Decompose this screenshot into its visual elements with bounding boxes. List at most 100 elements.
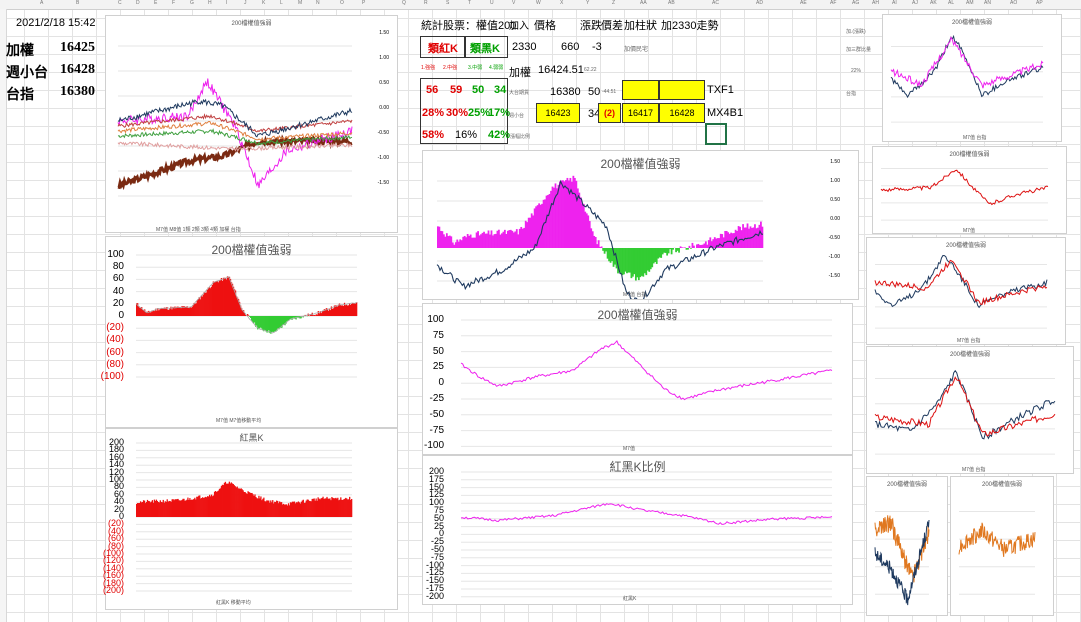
- area-bar: [251, 316, 253, 321]
- area-bar: [207, 287, 209, 316]
- chart-right-4[interactable]: 200檔權值強弱 M7值 台指: [866, 346, 1074, 474]
- area-bar: [295, 502, 298, 517]
- area-bar: [159, 309, 161, 316]
- area-bar: [606, 248, 609, 259]
- chart-legend: M7值: [963, 228, 975, 234]
- area-bar: [219, 488, 222, 517]
- area-bar: [642, 248, 645, 277]
- chart-strength-area[interactable]: 200檔權值強弱 M7值 M7值移動平均 100 80 60 40 20 0 (20) (40…: [101, 236, 398, 428]
- chart-red-black-k[interactable]: 紅黑K 紅黑K 移動平均 200 180 160 140 120 100 80 60 40 20 0…: [103, 428, 398, 610]
- weekly-value[interactable]: 16423: [536, 103, 580, 123]
- y-tick-label: 0: [118, 511, 124, 521]
- area-bar: [444, 236, 447, 248]
- column-letter: P: [362, 0, 366, 6]
- area-bar: [579, 197, 582, 248]
- chart-title: 200檔權值強弱: [597, 308, 678, 322]
- area-bar: [136, 303, 138, 316]
- area-bar: [210, 494, 213, 517]
- area-bar: [760, 221, 762, 248]
- area-bar: [749, 226, 752, 248]
- area-bar: [152, 311, 154, 316]
- area-bar: [284, 316, 286, 326]
- area-bar: [584, 211, 587, 248]
- row3-c2: 16%: [455, 129, 478, 141]
- area-bar: [273, 316, 275, 333]
- area-bar: [163, 307, 165, 316]
- area-bar: [172, 306, 174, 316]
- chart-plot: [135, 254, 358, 378]
- chart-right-5[interactable]: 200檔權值強弱: [866, 476, 948, 616]
- area-bar: [718, 238, 721, 248]
- area-bar: [309, 501, 311, 517]
- area-bar: [457, 241, 460, 248]
- area-bar: [611, 248, 613, 262]
- chart-title: 紅黑K比例: [609, 460, 666, 474]
- y-tick-label: -175: [425, 583, 444, 593]
- chart-right-2[interactable]: 200檔權值強弱 M7值: [872, 146, 1067, 234]
- y-tick-label: 60: [113, 488, 124, 499]
- area-bar: [447, 236, 450, 248]
- area-bar: [199, 495, 201, 517]
- area-bar: [196, 300, 198, 316]
- chart-strength-multiline[interactable]: 200檔權值強弱 M7值 M8值 1類 2類 3類 4類 加權 台指 1.50 1…: [105, 15, 398, 233]
- column-letter: AC: [712, 0, 719, 6]
- area-bar: [250, 493, 252, 517]
- area-bar: [451, 242, 454, 248]
- area-bar: [310, 501, 312, 517]
- area-bar: [281, 316, 283, 328]
- area-bar: [236, 297, 239, 316]
- area-bar: [149, 312, 151, 316]
- area-bar: [172, 499, 174, 517]
- weekly-spread[interactable]: (2): [598, 103, 621, 123]
- y-tick-label: -25: [429, 393, 444, 404]
- area-bar: [594, 236, 597, 248]
- chart-right-1[interactable]: 200檔權值強弱 M7值 台指: [882, 14, 1062, 142]
- area-bar: [539, 204, 542, 248]
- yellow-cell-1[interactable]: [622, 80, 659, 100]
- area-bar: [496, 230, 499, 248]
- area-bar: [176, 499, 178, 517]
- area-bar: [303, 502, 305, 517]
- txf-label: TXF1: [707, 84, 734, 96]
- area-bar: [157, 308, 159, 316]
- area-bar: [239, 488, 241, 517]
- area-bar: [347, 305, 350, 316]
- column-letter: Q: [402, 0, 406, 6]
- column-letter: O: [340, 0, 344, 6]
- area-bar: [532, 215, 535, 248]
- selected-cell[interactable]: [705, 123, 727, 145]
- index-value-taizhi: 16380: [60, 84, 95, 99]
- area-bar: [734, 229, 737, 248]
- area-bar: [712, 239, 715, 248]
- area-bar: [602, 248, 605, 251]
- chart-strength-line[interactable]: 200檔權值強弱 M7值 100 75 50 25 0 -25 -50 -75 -100: [422, 303, 853, 455]
- y-tick-label: 200: [428, 466, 444, 476]
- area-bar: [294, 316, 296, 319]
- yellow-value-2[interactable]: 16428: [659, 103, 705, 123]
- chart-title: 200檔權值強弱: [886, 482, 927, 488]
- area-bar: [260, 496, 262, 517]
- area-bar: [511, 230, 514, 248]
- y-tick-label: -0.50: [377, 130, 389, 136]
- chart-strength-magenta[interactable]: 200檔權值強弱 M7值 台指 1.50 1.00 0.50 0.00 -0.50 -1.…: [422, 150, 859, 300]
- chart-red-black-ratio[interactable]: 紅黑K比例 紅黑K 200 175 150 125 100 75 50 25 0 -25 -50 -7…: [422, 455, 853, 605]
- area-bar: [352, 303, 355, 316]
- chart-right-6[interactable]: 200檔權值強弱: [950, 476, 1054, 616]
- area-bar: [259, 316, 261, 329]
- area-bar: [251, 492, 253, 517]
- yellow-value-1[interactable]: 16417: [622, 103, 659, 123]
- area-bar: [333, 498, 335, 517]
- area-bar: [170, 501, 172, 517]
- chart-right-3[interactable]: 200檔權值強弱 M7值 台指: [866, 237, 1066, 345]
- yellow-cell-2[interactable]: [659, 80, 705, 100]
- area-bar: [302, 316, 304, 318]
- area-bar: [324, 498, 326, 517]
- area-bar: [292, 316, 294, 318]
- area-bar: [587, 215, 590, 248]
- area-bar: [342, 499, 344, 517]
- area-bar: [332, 308, 335, 316]
- chart-plot: [460, 471, 833, 598]
- stats-grid-box: [420, 78, 508, 144]
- hdr-spread: 價差: [601, 20, 623, 32]
- area-bar: [651, 248, 654, 268]
